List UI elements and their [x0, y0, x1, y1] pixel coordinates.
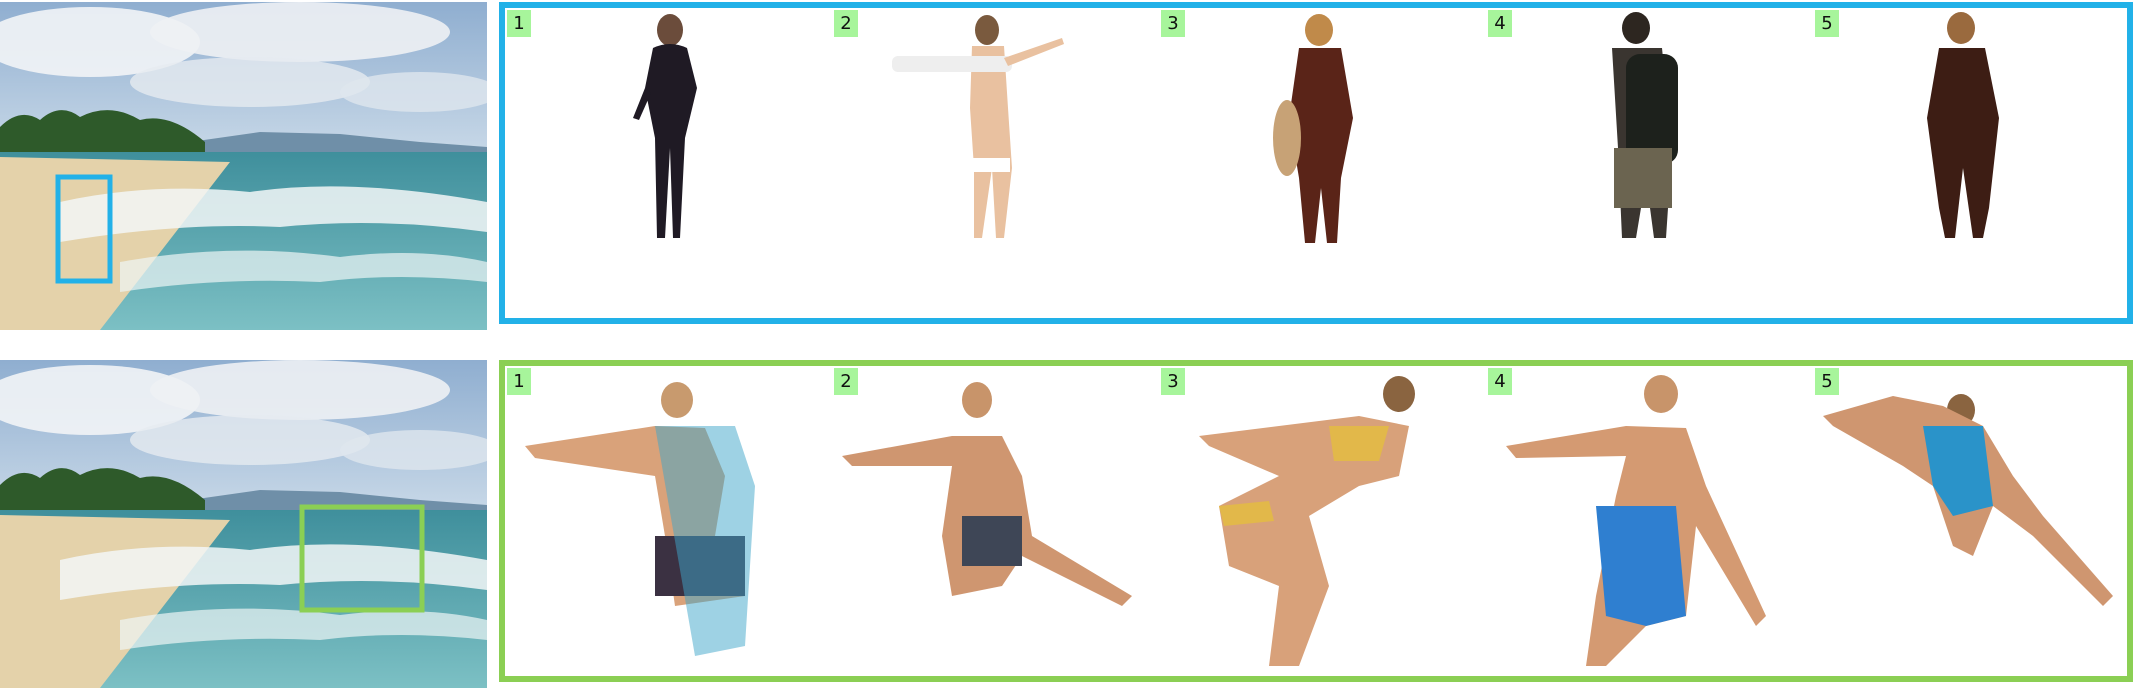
person-cell: 5: [1813, 8, 2140, 318]
person-cell: 5: [1813, 366, 2140, 676]
person-figure: [842, 382, 1132, 606]
person-figure: [1823, 394, 2113, 606]
person-index-badge: 3: [1161, 368, 1185, 395]
person-figure: [1927, 12, 1999, 238]
person-cell: 2: [832, 366, 1159, 676]
person-figure: [1273, 14, 1353, 243]
person-strip-bottom: 1 2 3 4 5: [499, 360, 2133, 682]
person-figure: [1612, 12, 1678, 238]
person-index-badge: 4: [1488, 10, 1512, 37]
person-index-badge: 5: [1815, 10, 1839, 37]
beach-scene-bottom: [0, 360, 487, 688]
person-figure: [1199, 376, 1415, 666]
person-cell: 3: [1159, 8, 1486, 318]
person-index-badge: 2: [834, 368, 858, 395]
person-strip-top: 1 2 3 4 5: [499, 2, 2133, 324]
person-index-badge: 2: [834, 10, 858, 37]
beach-scene-top: [0, 2, 487, 330]
person-figure: [633, 14, 697, 238]
person-cell: 1: [505, 366, 832, 676]
person-index-badge: 1: [507, 368, 531, 395]
person-cell: 3: [1159, 366, 1486, 676]
person-cell: 2: [832, 8, 1159, 318]
person-cell: 1: [505, 8, 832, 318]
selection-box-bottom: [299, 504, 425, 613]
person-figure: [892, 15, 1064, 238]
person-figure: [1506, 375, 1766, 666]
person-index-badge: 1: [507, 10, 531, 37]
beach-photo-bottom: [0, 360, 487, 688]
person-cell: 4: [1486, 366, 1813, 676]
person-index-badge: 5: [1815, 368, 1839, 395]
selection-box-top: [55, 174, 113, 284]
person-figure: [525, 382, 755, 656]
person-index-badge: 4: [1488, 368, 1512, 395]
person-index-badge: 3: [1161, 10, 1185, 37]
beach-photo-top: [0, 2, 487, 330]
person-cell: 4: [1486, 8, 1813, 318]
